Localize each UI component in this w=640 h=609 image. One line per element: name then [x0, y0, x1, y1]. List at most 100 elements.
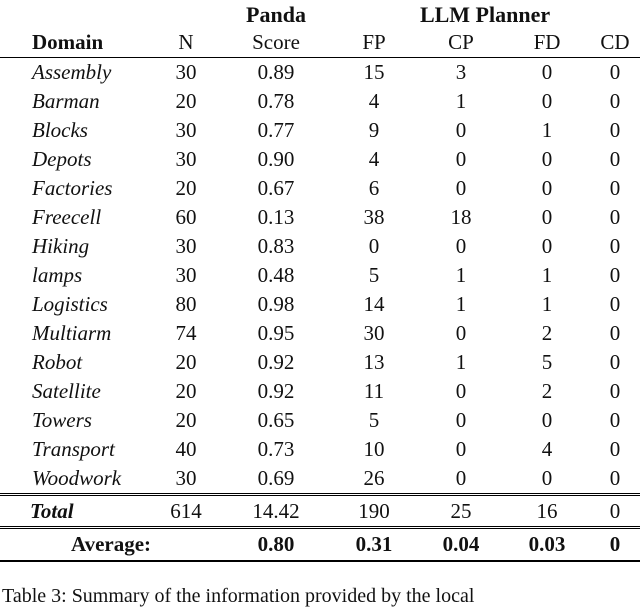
cd-cell: 0: [609, 147, 621, 171]
fd-cell: 0: [541, 60, 553, 84]
domain-cell: Depots: [32, 147, 92, 171]
table-caption: Table 3: Summary of the information prov…: [2, 585, 475, 607]
score-cell: 0.65: [257, 408, 295, 432]
score-cell: 0.92: [257, 379, 295, 403]
n-cell: 30: [175, 60, 197, 84]
domain-cell: Towers: [32, 408, 92, 432]
average-fd-cell: 0.03: [504, 527, 590, 562]
total-label: Total: [0, 493, 150, 529]
results-table: Panda LLM Planner Domain N Score FP CP F…: [0, 1, 640, 562]
average-cd-cell: 0: [590, 527, 640, 562]
table-row: Hiking 30 0.83 0 0 0 0: [0, 232, 640, 261]
col-header-fp: FP: [330, 28, 418, 58]
domain-cell: Blocks: [32, 118, 88, 142]
fd-cell: 5: [541, 350, 553, 374]
average-fp-cell: 0.31: [330, 527, 418, 562]
total-fp-cell: 190: [330, 493, 418, 529]
n-cell: 40: [175, 437, 197, 461]
cp-cell: 0: [455, 379, 467, 403]
cp-cell: 0: [455, 176, 467, 200]
fp-cell: 15: [363, 60, 385, 84]
domain-cell: Assembly: [32, 60, 112, 84]
score-cell: 0.83: [257, 234, 295, 258]
fd-cell: 4: [541, 437, 553, 461]
cp-cell: 0: [455, 321, 467, 345]
group-header-row: Panda LLM Planner: [0, 1, 640, 28]
n-cell: 20: [175, 350, 197, 374]
empty-header-cell: [0, 1, 150, 28]
cd-cell: 0: [609, 321, 621, 345]
table-row: Towers 20 0.65 5 0 0 0: [0, 406, 640, 435]
n-cell: 30: [175, 263, 197, 287]
table-row: Robot 20 0.92 13 1 5 0: [0, 348, 640, 377]
cp-cell: 1: [455, 263, 467, 287]
col-header-cp: CP: [418, 28, 504, 58]
n-cell: 80: [175, 292, 197, 316]
n-cell: 30: [175, 118, 197, 142]
table-row: Factories 20 0.67 6 0 0 0: [0, 174, 640, 203]
average-label: Average:: [0, 527, 222, 562]
cp-cell: 0: [455, 147, 467, 171]
fd-cell: 0: [541, 466, 553, 490]
n-cell: 30: [175, 147, 197, 171]
cp-cell: 1: [455, 292, 467, 316]
score-cell: 0.67: [257, 176, 295, 200]
col-header-n: N: [150, 28, 222, 58]
cd-cell: 0: [609, 234, 621, 258]
fp-cell: 26: [363, 466, 385, 490]
table-row: Freecell 60 0.13 38 18 0 0: [0, 203, 640, 232]
cd-cell: 0: [609, 176, 621, 200]
fp-cell: 5: [368, 263, 380, 287]
fd-cell: 0: [541, 408, 553, 432]
score-cell: 0.48: [257, 263, 295, 287]
fp-cell: 10: [363, 437, 385, 461]
score-cell: 0.69: [257, 466, 295, 490]
cp-cell: 0: [455, 408, 467, 432]
table-row: Assembly 30 0.89 15 3 0 0: [0, 58, 640, 88]
domain-cell: Robot: [32, 350, 83, 374]
fp-cell: 14: [363, 292, 385, 316]
fd-cell: 0: [541, 176, 553, 200]
fd-cell: 1: [541, 263, 553, 287]
cp-cell: 3: [455, 60, 467, 84]
score-cell: 0.95: [257, 321, 295, 345]
domain-cell: Satellite: [32, 379, 101, 403]
n-cell: 20: [175, 89, 197, 113]
fp-cell: 4: [368, 147, 380, 171]
table-body: Assembly 30 0.89 15 3 0 0 Barman 20 0.78…: [0, 58, 640, 495]
fd-cell: 1: [541, 292, 553, 316]
total-row: Total 614 14.42 190 25 16 0: [0, 493, 640, 529]
table-row: Blocks 30 0.77 9 0 1 0: [0, 116, 640, 145]
fp-cell: 0: [368, 234, 380, 258]
total-score-cell: 14.42: [222, 493, 330, 529]
table-row: Depots 30 0.90 4 0 0 0: [0, 145, 640, 174]
score-cell: 0.92: [257, 350, 295, 374]
domain-cell: Freecell: [32, 205, 102, 229]
domain-cell: Barman: [32, 89, 100, 113]
col-header-domain: Domain: [0, 28, 150, 58]
score-cell: 0.98: [257, 292, 295, 316]
domain-cell: Logistics: [32, 292, 108, 316]
score-cell: 0.77: [257, 118, 295, 142]
cd-cell: 0: [609, 379, 621, 403]
cd-cell: 0: [609, 292, 621, 316]
cp-cell: 0: [455, 437, 467, 461]
n-cell: 60: [175, 205, 197, 229]
llm-planner-group-header: LLM Planner: [419, 2, 551, 27]
fd-cell: 0: [541, 89, 553, 113]
col-header-score: Score: [222, 28, 330, 58]
cd-cell: 0: [609, 89, 621, 113]
n-cell: 20: [175, 176, 197, 200]
table-row: Barman 20 0.78 4 1 0 0: [0, 87, 640, 116]
domain-cell: Hiking: [32, 234, 90, 258]
cd-cell: 0: [609, 350, 621, 374]
fp-cell: 9: [368, 118, 380, 142]
domain-cell: Factories: [32, 176, 113, 200]
cd-cell: 0: [609, 60, 621, 84]
cd-cell: 0: [609, 408, 621, 432]
fp-cell: 30: [363, 321, 385, 345]
cp-cell: 0: [455, 118, 467, 142]
cp-cell: 1: [455, 350, 467, 374]
cp-cell: 0: [455, 234, 467, 258]
table-row: lamps 30 0.48 5 1 1 0: [0, 261, 640, 290]
